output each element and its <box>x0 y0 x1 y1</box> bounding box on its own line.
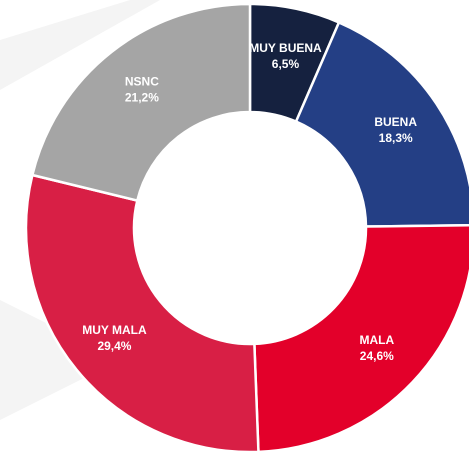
donut-slice <box>30 2 252 203</box>
slice-label: MALA <box>359 333 394 347</box>
slice-label: BUENA <box>374 115 417 129</box>
background-shape <box>0 0 160 90</box>
slice-label: MUY MALA <box>82 323 147 337</box>
slice-label: MUY BUENA <box>249 41 322 55</box>
slice-value-label: 21,2% <box>125 91 159 105</box>
donut-slice <box>294 20 469 228</box>
slice-value-label: 29,4% <box>97 339 131 353</box>
background-shape <box>0 300 120 420</box>
slice-value-label: 6,5% <box>272 57 300 71</box>
donut-slice <box>253 223 469 454</box>
slice-label: NSNC <box>125 75 159 89</box>
donut-slice <box>24 173 260 454</box>
slice-value-label: 18,3% <box>379 131 413 145</box>
slice-value-label: 24,6% <box>360 349 394 363</box>
